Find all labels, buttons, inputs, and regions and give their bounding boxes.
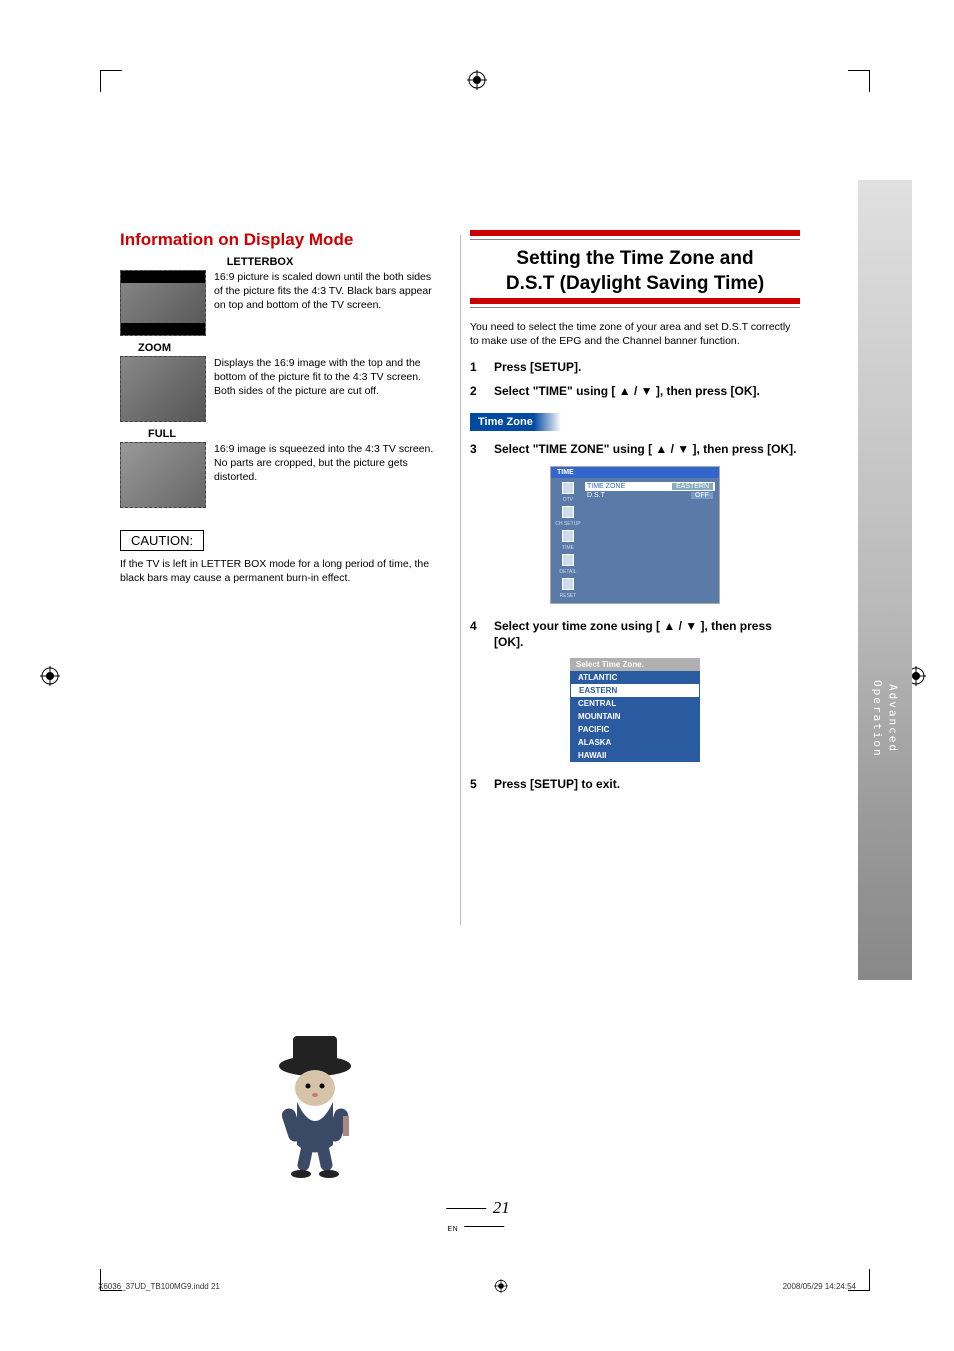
zoom-thumbnail — [120, 356, 206, 422]
step-1-text: Press [SETUP]. — [494, 359, 581, 375]
footer-right: 2008/05/29 14:24:54 — [783, 1282, 856, 1291]
crop-corner — [100, 70, 122, 92]
mascot-illustration — [250, 1030, 380, 1190]
page-number-value: 21 — [493, 1198, 510, 1217]
zoom-label: ZOOM — [138, 342, 440, 354]
right-title-l2: D.S.T (Daylight Saving Time) — [470, 273, 800, 296]
dtv-icon — [562, 482, 574, 494]
step-num: 2 — [470, 383, 484, 399]
tz-item: CENTRAL — [570, 697, 700, 710]
step-2: 2 Select "TIME" using [ ▲ / ▼ ], then pr… — [470, 383, 800, 399]
full-text: 16:9 image is squeezed into the 4:3 TV s… — [214, 442, 440, 508]
crop-corner — [848, 70, 870, 92]
section-tab-l1: Advanced — [886, 684, 899, 753]
title-rule-top — [470, 230, 800, 236]
title-rule-bottom-under — [470, 307, 800, 308]
registration-mark-icon — [467, 70, 487, 90]
full-label: FULL — [148, 428, 440, 440]
subheading-timezone: Time Zone — [470, 413, 561, 431]
letterbox-label: LETTERBOX — [80, 256, 440, 268]
osd-side-4: RESET — [560, 593, 577, 599]
step-num: 3 — [470, 441, 484, 457]
osd-row1-val: EASTERN — [672, 483, 713, 490]
osd-side-3: DETAIL — [559, 569, 576, 575]
step-2-text: Select "TIME" using [ ▲ / ▼ ], then pres… — [494, 383, 760, 399]
step-5-text: Press [SETUP] to exit. — [494, 776, 620, 792]
page-number: 21 EN — [444, 1198, 509, 1236]
letterbox-text: 16:9 picture is scaled down until the bo… — [214, 270, 440, 336]
print-footer: X6036_37UD_TB100MG9.indd 21 2008/05/29 1… — [98, 1279, 856, 1293]
registration-mark-icon — [40, 666, 60, 686]
detail-icon — [562, 554, 574, 566]
step-4: 4 Select your time zone using [ ▲ / ▼ ],… — [470, 618, 800, 650]
step-num: 5 — [470, 776, 484, 792]
osd-sidebar: DTV CH SETUP TIME DETAIL RESET — [555, 482, 581, 599]
caution-text: If the TV is left in LETTER BOX mode for… — [120, 557, 440, 585]
title-rule-bottom — [470, 298, 800, 304]
osd-row-timezone: TIME ZONE EASTERN — [585, 482, 715, 491]
osd-header: TIME — [551, 467, 719, 478]
title-rule-under — [470, 239, 800, 240]
osd-side-0: DTV — [563, 497, 573, 503]
step-3-text: Select "TIME ZONE" using [ ▲ / ▼ ], then… — [494, 441, 797, 457]
chsetup-icon — [562, 506, 574, 518]
tz-item: MOUNTAIN — [570, 710, 700, 723]
full-thumbnail — [120, 442, 206, 508]
osd-row-dst: D.S.T OFF — [585, 491, 715, 500]
section-tab-label: Advanced Operation — [870, 680, 901, 758]
tz-item: ALASKA — [570, 736, 700, 749]
right-title-l1: Setting the Time Zone and — [470, 248, 800, 271]
letterbox-thumbnail — [120, 270, 206, 336]
reset-icon — [562, 578, 574, 590]
tz-item: PACIFIC — [570, 723, 700, 736]
footer-center-mark-icon — [494, 1279, 508, 1293]
left-heading: Information on Display Mode — [120, 230, 440, 250]
timezone-list: Select Time Zone. ATLANTIC EASTERN CENTR… — [570, 658, 700, 762]
zoom-text: Displays the 16:9 image with the top and… — [214, 356, 440, 422]
caution-heading: CAUTION: — [120, 530, 204, 551]
tz-item-selected: EASTERN — [570, 683, 700, 698]
step-num: 4 — [470, 618, 484, 650]
osd-side-2: TIME — [562, 545, 574, 551]
step-4-text: Select your time zone using [ ▲ / ▼ ], t… — [494, 618, 800, 650]
footer-left: X6036_37UD_TB100MG9.indd 21 — [98, 1282, 220, 1291]
step-1: 1 Press [SETUP]. — [470, 359, 800, 375]
tz-list-header: Select Time Zone. — [570, 658, 700, 671]
step-3: 3 Select "TIME ZONE" using [ ▲ / ▼ ], th… — [470, 441, 800, 457]
osd-row2-key: D.S.T — [587, 492, 605, 499]
right-intro: You need to select the time zone of your… — [470, 320, 800, 349]
page-en: EN — [447, 1226, 458, 1233]
step-5: 5 Press [SETUP] to exit. — [470, 776, 800, 792]
osd-time-menu: TIME DTV CH SETUP TIME DETAIL RESET TIME… — [550, 466, 720, 604]
osd-row2-val: OFF — [691, 492, 713, 499]
osd-side-1: CH SETUP — [555, 521, 580, 527]
section-tab-l2: Operation — [871, 680, 884, 758]
section-tab: Advanced Operation — [858, 180, 912, 980]
tz-item: HAWAII — [570, 749, 700, 762]
osd-row1-key: TIME ZONE — [587, 483, 625, 490]
step-num: 1 — [470, 359, 484, 375]
time-icon — [562, 530, 574, 542]
